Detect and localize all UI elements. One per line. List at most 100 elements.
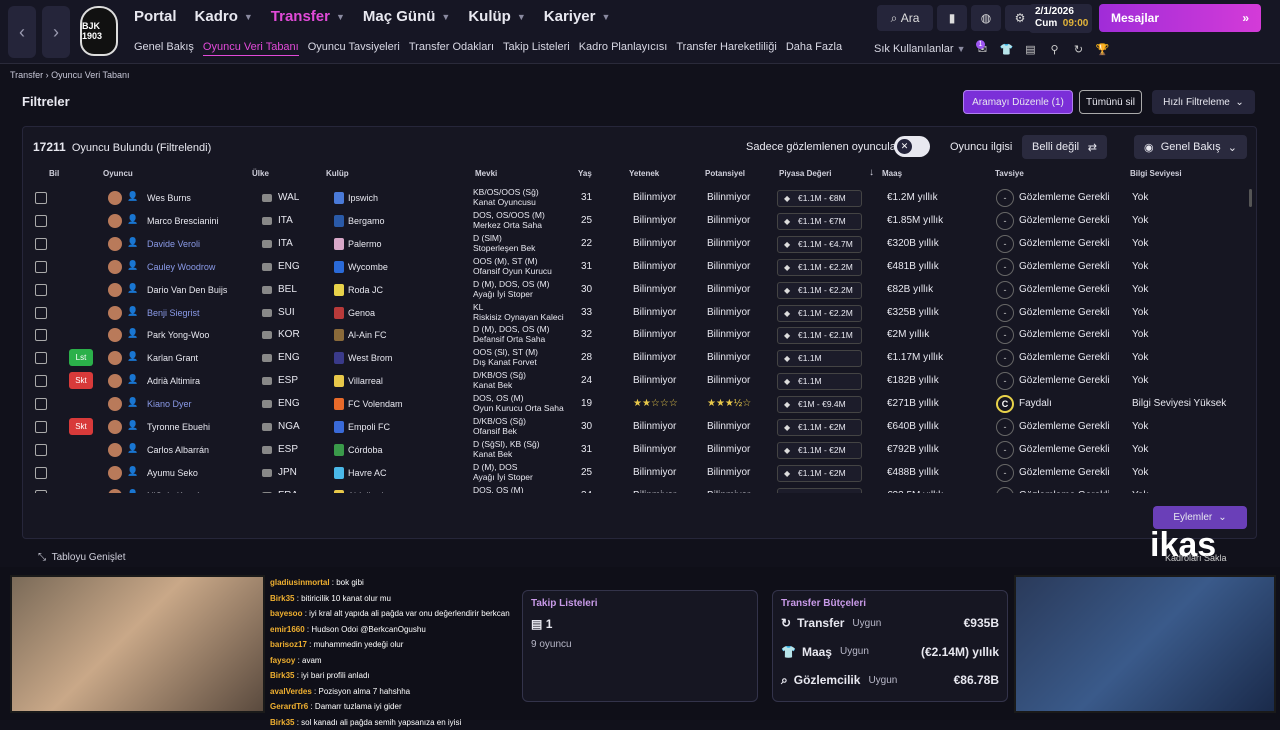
nation-code[interactable]: ENG bbox=[278, 398, 300, 409]
main-menu-1[interactable]: Kadro▼ bbox=[195, 8, 253, 25]
column-header[interactable]: Yaş bbox=[578, 169, 592, 178]
club-name[interactable]: Havre AC bbox=[348, 468, 387, 478]
player-name[interactable]: Kiano Dyer bbox=[147, 399, 192, 409]
row-checkbox[interactable] bbox=[35, 375, 47, 387]
main-menu-4[interactable]: Kulüp▼ bbox=[468, 8, 525, 25]
interest-select[interactable]: Belli değil⇄ bbox=[1022, 135, 1107, 159]
club-name[interactable]: Córdoba bbox=[348, 445, 383, 455]
column-header[interactable]: Kulüp bbox=[326, 169, 349, 178]
nation-code[interactable]: ITA bbox=[278, 215, 293, 226]
trophy-icon[interactable]: 🏆 bbox=[1095, 42, 1109, 56]
player-name[interactable]: Tyronne Ebuehi bbox=[147, 422, 210, 432]
world-button[interactable]: ◍ bbox=[971, 5, 1001, 31]
sub-menu-2[interactable]: Oyuncu Tavsiyeleri bbox=[308, 41, 400, 56]
column-header[interactable]: Piyasa Değeri bbox=[779, 169, 831, 178]
club-name[interactable]: Bergamo bbox=[348, 216, 385, 226]
player-name[interactable]: Park Yong-Woo bbox=[147, 330, 209, 340]
main-menu-3[interactable]: Maç Günü▼ bbox=[363, 8, 450, 25]
row-checkbox[interactable] bbox=[35, 238, 47, 250]
nation-code[interactable]: BEL bbox=[278, 284, 297, 295]
column-header[interactable]: Potansiyel bbox=[705, 169, 745, 178]
main-menu-2[interactable]: Transfer▼ bbox=[271, 8, 345, 25]
club-name[interactable]: Palermo bbox=[348, 239, 382, 249]
table-scrollbar[interactable] bbox=[1249, 189, 1252, 207]
nation-code[interactable]: ESP bbox=[278, 375, 298, 386]
player-name[interactable]: Karlan Grant bbox=[147, 353, 198, 363]
club-name[interactable]: Roda JC bbox=[348, 285, 383, 295]
only-scouted-toggle[interactable]: ✕ bbox=[894, 136, 930, 157]
table-row[interactable]: 👤N'Golo KantéFRAAl-IttihadDOS, OS (M)34B… bbox=[23, 485, 1248, 493]
club-name[interactable]: Ipswich bbox=[348, 193, 378, 203]
player-name[interactable]: Adrià Altimira bbox=[147, 376, 200, 386]
column-header[interactable]: Maaş bbox=[882, 169, 902, 178]
back-button[interactable]: ‹ bbox=[8, 6, 36, 58]
clipboard-icon[interactable]: ▤ bbox=[1023, 42, 1037, 56]
edit-search-button[interactable]: Aramayı Düzenle (1) bbox=[963, 90, 1073, 114]
club-crest-logo[interactable]: BJK 1903 bbox=[80, 6, 118, 56]
forward-button[interactable]: › bbox=[42, 6, 70, 58]
sub-menu-4[interactable]: Takip Listeleri bbox=[503, 41, 570, 56]
column-header[interactable]: Bilgi Seviyesi bbox=[1130, 169, 1182, 178]
row-checkbox[interactable] bbox=[35, 192, 47, 204]
clear-all-button[interactable]: Tümünü sil bbox=[1079, 90, 1142, 114]
row-checkbox[interactable] bbox=[35, 398, 47, 410]
club-name[interactable]: Al-Ittihad bbox=[348, 491, 384, 493]
sub-menu-0[interactable]: Genel Bakış bbox=[134, 41, 194, 56]
nation-code[interactable]: JPN bbox=[278, 467, 297, 478]
sub-menu-6[interactable]: Transfer Hareketliliği bbox=[676, 41, 776, 56]
column-header[interactable]: Tavsiye bbox=[995, 169, 1024, 178]
row-checkbox[interactable] bbox=[35, 329, 47, 341]
shortlist-card[interactable]: Takip Listeleri ▤ 1 9 oyuncu bbox=[522, 590, 758, 702]
favorites-dropdown[interactable]: Sık Kullanılanlar ▼ bbox=[874, 43, 965, 55]
main-menu-0[interactable]: Portal bbox=[134, 8, 177, 25]
column-header[interactable]: Oyuncu bbox=[103, 169, 133, 178]
row-checkbox[interactable] bbox=[35, 421, 47, 433]
view-select[interactable]: ◉Genel Bakış⌄ bbox=[1134, 135, 1247, 159]
club-name[interactable]: Wycombe bbox=[348, 262, 388, 272]
column-header[interactable]: Yetenek bbox=[629, 169, 659, 178]
row-checkbox[interactable] bbox=[35, 261, 47, 273]
sub-menu-5[interactable]: Kadro Planlayıcısı bbox=[579, 41, 668, 56]
club-name[interactable]: FC Volendam bbox=[348, 399, 403, 409]
player-name[interactable]: Marco Brescianini bbox=[147, 216, 219, 226]
player-name[interactable]: Benji Siegrist bbox=[147, 308, 200, 318]
main-menu-5[interactable]: Kariyer▼ bbox=[544, 8, 611, 25]
club-name[interactable]: Al-Ain FC bbox=[348, 330, 387, 340]
column-header[interactable]: Ülke bbox=[252, 169, 269, 178]
hide-squads-toggle[interactable]: Kadroları Sakla bbox=[1165, 553, 1227, 563]
nation-code[interactable]: ENG bbox=[278, 261, 300, 272]
club-name[interactable]: Genoa bbox=[348, 308, 375, 318]
column-header[interactable]: Mevki bbox=[475, 169, 497, 178]
player-name[interactable]: Carlos Albarrán bbox=[147, 445, 209, 455]
row-checkbox[interactable] bbox=[35, 467, 47, 479]
player-name[interactable]: N'Golo Kanté bbox=[147, 491, 200, 493]
quick-filter-button[interactable]: Hızlı Filtreleme ⌄ bbox=[1152, 90, 1255, 114]
refresh-icon[interactable]: ↻ bbox=[1071, 42, 1085, 56]
nation-code[interactable]: NGA bbox=[278, 421, 300, 432]
club-name[interactable]: Villarreal bbox=[348, 376, 383, 386]
nation-code[interactable]: WAL bbox=[278, 192, 299, 203]
row-checkbox[interactable] bbox=[35, 444, 47, 456]
row-checkbox[interactable] bbox=[35, 490, 47, 493]
column-header[interactable]: Bil bbox=[49, 169, 59, 178]
player-name[interactable]: Cauley Woodrow bbox=[147, 262, 215, 272]
sub-menu-3[interactable]: Transfer Odakları bbox=[409, 41, 494, 56]
search-button[interactable]: ⌕ Ara bbox=[877, 5, 933, 31]
player-name[interactable]: Dario Van Den Buijs bbox=[147, 285, 227, 295]
club-name[interactable]: Empoli FC bbox=[348, 422, 390, 432]
nation-code[interactable]: KOR bbox=[278, 329, 300, 340]
player-name[interactable]: Wes Burns bbox=[147, 193, 191, 203]
breadcrumb[interactable]: Transfer › Oyuncu Veri Tabanı bbox=[10, 70, 130, 80]
